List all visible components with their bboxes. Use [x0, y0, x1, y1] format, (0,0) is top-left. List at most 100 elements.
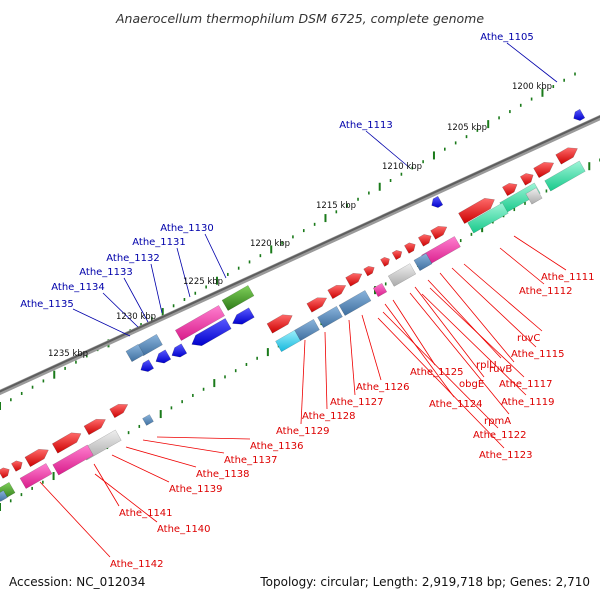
forward-gene-label: Athe_1126	[356, 382, 410, 393]
leader-line	[324, 331, 328, 410]
grey-feature	[387, 263, 417, 287]
steel-feature	[0, 490, 8, 502]
pink-feature	[174, 305, 226, 341]
feature-tracks	[0, 160, 586, 502]
reverse-gene-label: Athe_1130	[160, 223, 214, 234]
reverse-gene-arrow	[431, 195, 444, 208]
forward-gene-arrow	[391, 250, 403, 261]
forward-gene-label: Athe_1124	[429, 399, 483, 410]
forward-gene-arrow	[83, 418, 106, 436]
leader-line	[409, 292, 510, 415]
forward-gene-arrow	[430, 226, 448, 240]
forward-gene-label: Athe_1128	[302, 411, 356, 422]
forward-gene-arrow	[345, 273, 363, 287]
reverse-gene-label: Athe_1135	[20, 299, 74, 310]
pink-feature	[19, 463, 53, 489]
leader-line	[142, 439, 225, 454]
leader-line	[513, 235, 567, 271]
leader-line	[102, 292, 139, 328]
forward-gene-label: Athe_1115	[511, 349, 565, 360]
leader-line	[72, 308, 131, 337]
steel-feature	[338, 290, 372, 316]
steel-feature	[125, 343, 145, 363]
leader-line	[382, 311, 499, 429]
kbp-label: 1220 kbp	[250, 239, 290, 249]
leader-line	[451, 267, 537, 348]
reverse-gene-label: Athe_1105	[480, 32, 534, 43]
forward-gene-label: Athe_1119	[501, 397, 555, 408]
leader-line	[300, 339, 306, 425]
forward-gene-label: ruvB	[489, 364, 512, 375]
topology-info: Topology: circular; Length: 2,919,718 bp…	[259, 575, 590, 589]
kbp-label: 1215 kbp	[316, 201, 356, 211]
leader-line	[499, 247, 545, 285]
leader-line	[463, 263, 543, 332]
kbp-label: 1205 kbp	[447, 123, 487, 133]
forward-gene-label: Athe_1112	[519, 286, 573, 297]
reverse-gene-arrow	[155, 349, 172, 364]
forward-gene-arrow	[502, 183, 518, 197]
olive-feature	[221, 285, 255, 311]
leader-line	[150, 263, 163, 314]
grey-feature	[525, 187, 543, 205]
leader-line	[39, 481, 111, 558]
kbp-label: 1230 kbp	[116, 312, 156, 322]
forward-gene-label: Athe_1141	[119, 508, 173, 519]
reverse-gene-arrow	[232, 307, 255, 325]
reverse-gene-arrow	[191, 318, 232, 346]
gene-labels: Athe_1105 Athe_1113 Athe_1130 Athe_1131 Athe…	[20, 32, 594, 570]
forward-gene-arrow	[380, 257, 390, 267]
forward-gene-label: Athe_1136	[250, 441, 304, 452]
pink-feature	[372, 282, 388, 298]
accession: Accession: NC_012034	[9, 575, 145, 589]
reverse-gene-arrow	[171, 343, 188, 358]
forward-gene-label: Athe_1138	[196, 469, 250, 480]
leader-line	[93, 463, 120, 507]
forward-gene-label: Athe_1123	[479, 450, 533, 461]
kbp-label: 1210 kbp	[382, 162, 422, 172]
leader-line	[429, 287, 525, 378]
forward-gene-label: ruvC	[517, 333, 540, 344]
steel-feature	[413, 252, 433, 272]
leader-line	[427, 279, 502, 359]
forward-gene-label: Athe_1142	[110, 559, 164, 570]
reverse-gene-label: Athe_1134	[51, 282, 105, 293]
forward-gene-arrow	[458, 198, 495, 224]
forward-gene-arrow	[0, 467, 10, 479]
forward-gene-arrow	[266, 314, 293, 334]
reverse-gene-label: Athe_1113	[339, 120, 393, 131]
map-title: Anaerocellum thermophilum DSM 6725, comp…	[115, 11, 484, 26]
leader-line	[384, 303, 455, 398]
forward-gene-label: Athe_1140	[157, 524, 211, 535]
forward-gene-label: Athe_1137	[224, 455, 278, 466]
forward-gene-label: rpmA	[484, 416, 511, 427]
forward-gene-arrow	[306, 297, 328, 313]
forward-gene-label: Athe_1127	[330, 397, 384, 408]
forward-gene-arrow	[11, 460, 23, 472]
forward-gene-arrow	[555, 147, 578, 165]
leader-line	[176, 247, 191, 298]
gene-arrows	[0, 108, 586, 479]
forward-gene-arrow	[533, 161, 555, 179]
forward-gene-label: obgE	[459, 379, 484, 390]
forward-gene-label: Athe_1117	[499, 379, 553, 390]
leader-line	[365, 130, 411, 169]
leader-line	[204, 233, 227, 279]
steel-feature	[142, 414, 154, 426]
forward-gene-arrow	[24, 448, 49, 468]
leader-line	[111, 454, 170, 483]
leader-line	[421, 293, 527, 396]
pink-feature	[52, 444, 94, 476]
teal-feature	[467, 202, 509, 234]
leader-line	[439, 272, 515, 363]
reverse-gene-label: Athe_1131	[132, 237, 186, 248]
leader-line	[361, 314, 382, 381]
leader-line	[125, 446, 197, 468]
leader-line	[94, 473, 158, 523]
label-leaders	[39, 42, 567, 558]
forward-gene-arrow	[404, 242, 416, 254]
reverse-gene-arrow	[573, 108, 586, 121]
leader-line	[377, 317, 505, 449]
reverse-gene-label: Athe_1133	[79, 267, 133, 278]
